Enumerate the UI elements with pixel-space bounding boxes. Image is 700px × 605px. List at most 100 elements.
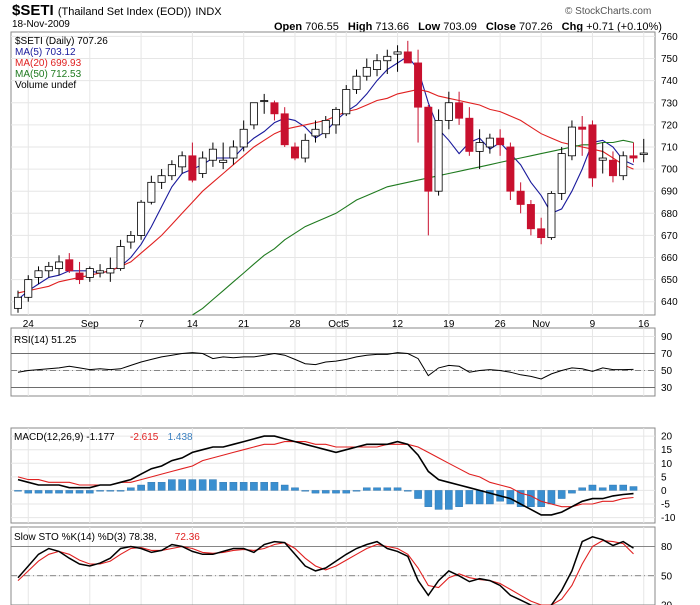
y-tick-label: 50 <box>661 571 673 582</box>
candle-body <box>178 155 187 168</box>
low-label: Low <box>418 21 441 33</box>
macd-histogram-bar <box>198 479 207 491</box>
candle-body <box>434 120 443 192</box>
macd-histogram-bar <box>55 490 63 494</box>
sto-legend: Slow STO %K(14) %D(3) 78.38, <box>14 532 157 543</box>
candle-body <box>403 51 412 64</box>
candle-body <box>280 113 289 146</box>
y-tick-label: 640 <box>661 297 678 308</box>
candle-body <box>321 120 330 135</box>
low-value: 703.09 <box>443 21 477 33</box>
candle-body <box>496 137 505 146</box>
candle-body <box>14 296 22 309</box>
candle-body <box>188 155 197 181</box>
candle-body <box>578 126 587 130</box>
candle-body <box>311 128 320 137</box>
y-tick-label: 0 <box>661 486 667 497</box>
brand-watermark: © StockCharts.com <box>565 6 652 17</box>
macd-histogram-bar <box>168 479 176 491</box>
candle-body <box>506 146 515 192</box>
macd-histogram-bar <box>219 482 227 491</box>
candle-body <box>55 261 64 269</box>
x-tick-label: 16 <box>638 319 650 330</box>
price-legend-entry: $SETI (Daily) 707.26 <box>15 36 108 47</box>
candle-body <box>526 204 535 230</box>
y-tick-label: 710 <box>661 142 678 153</box>
candle-body <box>444 102 453 121</box>
candle-body <box>116 246 125 269</box>
macd-histogram-bar <box>383 487 392 491</box>
macd-legend: -2.615 <box>130 432 159 443</box>
open-value: 706.55 <box>305 21 339 33</box>
candle-body <box>547 192 556 239</box>
candle-body <box>619 155 628 177</box>
candle-body <box>301 139 310 159</box>
series-line-ma-50- <box>192 139 634 316</box>
macd-histogram-bar <box>229 482 238 491</box>
y-tick-label: -5 <box>661 500 670 511</box>
candle-body <box>290 146 299 159</box>
macd-histogram-bar <box>260 482 268 491</box>
candle-body <box>65 259 74 272</box>
macd-histogram-bar <box>280 484 289 491</box>
macd-histogram-bar <box>239 482 248 491</box>
candle-body <box>75 272 84 281</box>
candle-body <box>485 137 494 148</box>
macd-histogram-bar <box>527 490 535 507</box>
sto-legend: 72.36 <box>175 532 200 543</box>
candle-body <box>393 51 402 55</box>
candle-body <box>44 265 53 272</box>
candle-body <box>249 102 258 126</box>
y-tick-label: 5 <box>661 472 667 483</box>
candle-body <box>383 55 392 62</box>
rsi-legend: RSI(14) 51.25 <box>14 335 77 346</box>
candle-body <box>24 279 33 298</box>
y-tick-label: 80 <box>661 542 673 553</box>
y-tick-label: 20 <box>661 432 673 443</box>
macd-histogram-bar <box>486 490 494 505</box>
macd-histogram-bar <box>578 487 586 491</box>
macd-histogram-bar <box>332 490 340 494</box>
price-legend-entry: Volume undef <box>15 80 76 91</box>
exchange: INDX <box>195 6 222 18</box>
panel-frame-3 <box>10 526 656 605</box>
y-tick-label: 700 <box>661 165 678 176</box>
y-tick-label: -10 <box>661 513 676 524</box>
candle-body <box>455 102 464 119</box>
candle-body <box>270 102 279 115</box>
x-tick-label: 21 <box>238 319 250 330</box>
x-tick-label: 24 <box>23 319 35 330</box>
macd-histogram-bar <box>404 490 412 492</box>
candle-body <box>229 146 238 159</box>
candle-body <box>96 270 105 274</box>
macd-histogram-bar <box>116 490 125 492</box>
candle-body <box>208 148 217 161</box>
macd-histogram-bar <box>609 484 617 491</box>
ohlc-summary: Open 706.55 High 713.66 Low 703.09 Close… <box>274 21 668 33</box>
macd-histogram-bar <box>547 490 556 505</box>
y-tick-label: 20 <box>661 601 673 605</box>
index-name: (Thailand Set Index (EOD)) <box>57 6 192 18</box>
macd-histogram-bar <box>414 490 422 499</box>
macd-histogram-bar <box>75 490 84 494</box>
x-tick-label: 7 <box>138 319 144 330</box>
candle-body <box>219 159 228 163</box>
macd-histogram-bar <box>342 490 351 494</box>
macd-histogram-bar <box>455 490 463 507</box>
x-tick-label: Oct <box>328 319 344 330</box>
y-tick-label: 660 <box>661 253 678 264</box>
macd-histogram-bar <box>629 486 638 491</box>
candle-body <box>362 66 371 77</box>
candle-body <box>373 60 382 70</box>
macd-histogram-bar <box>434 490 443 510</box>
macd-histogram-bar <box>465 490 474 505</box>
macd-histogram-bar <box>86 490 94 494</box>
candle-body <box>147 181 156 203</box>
macd-histogram-bar <box>393 487 402 491</box>
macd-histogram-bar <box>598 487 607 491</box>
y-tick-label: 10 <box>661 459 673 470</box>
macd-histogram-bar <box>321 490 330 494</box>
candle-body <box>424 106 433 192</box>
candle-body <box>567 126 576 157</box>
